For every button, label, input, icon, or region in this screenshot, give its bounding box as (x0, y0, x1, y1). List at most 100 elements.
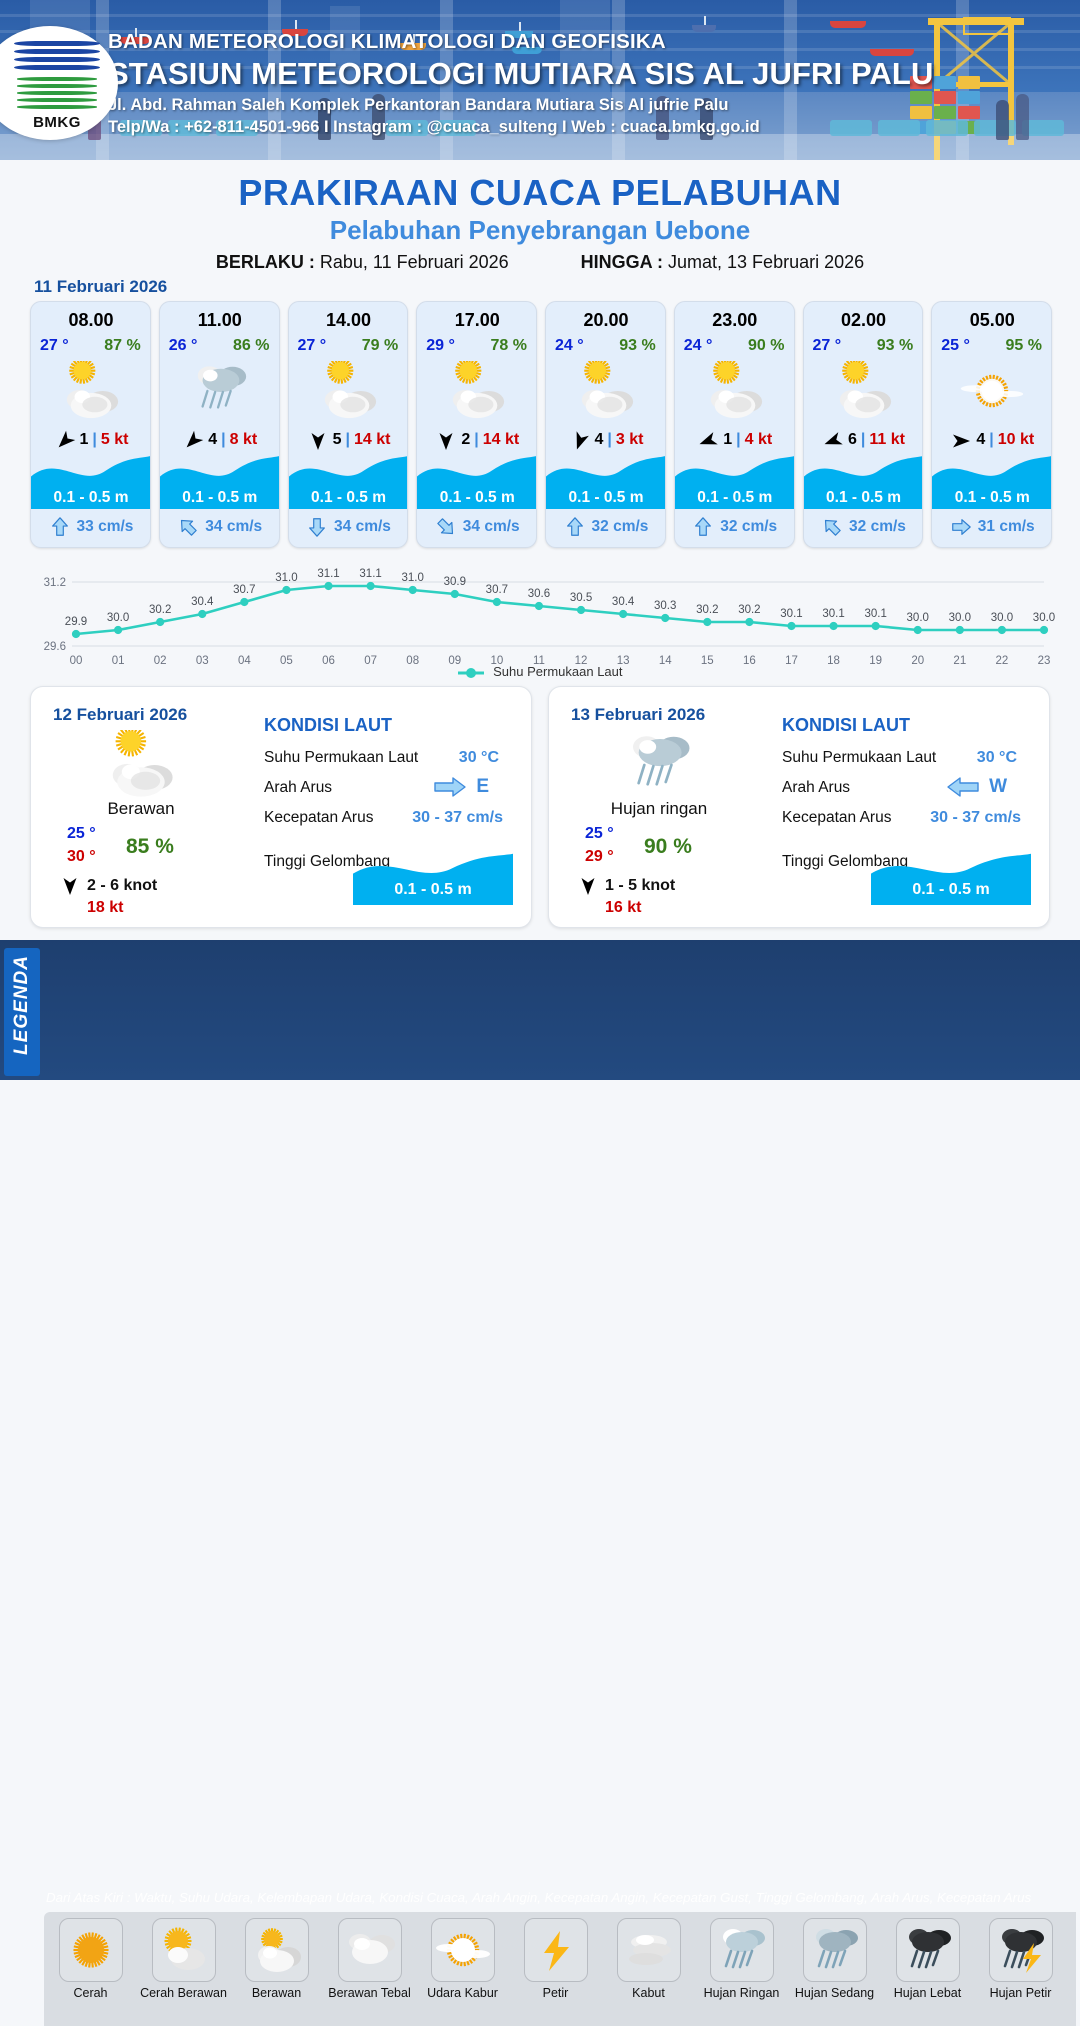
svg-text:30.0: 30.0 (991, 612, 1013, 624)
weather-condition-icon (546, 360, 665, 422)
card-current-speed: 32 cm/s (591, 518, 649, 535)
weather-condition-icon (675, 360, 794, 422)
card-current-row: 32 cm/s (675, 514, 794, 540)
weather-condition-icon (417, 360, 536, 422)
current-direction-icon (181, 519, 198, 536)
svg-text:11: 11 (533, 655, 545, 667)
card-current-row: 33 cm/s (31, 514, 150, 540)
page-header: BMKG BADAN METEOROLOGI KLIMATOLOGI DAN G… (0, 0, 1080, 160)
card-wind-speed: 6 (848, 431, 857, 448)
card-temperature: 29 ° (426, 337, 455, 354)
daily-forecast-panel: 13 Februari 2026 Hujan ringan 25 ° 29 ° … (548, 686, 1050, 928)
legend-item-label: Hujan Petir (989, 1986, 1052, 2000)
legend-sunny-cloudy-icon (151, 1918, 216, 1982)
sea-row-label: Arah Arus (782, 779, 851, 796)
wind-direction-icon (953, 434, 971, 448)
weather-condition-icon (604, 729, 714, 801)
card-time: 20.00 (583, 310, 629, 330)
forecast-card: 05.00 25 ° 95 % 4 | 10 kt 0.1 - 0.5 m 31… (931, 301, 1052, 548)
wave-height-icon (932, 456, 1052, 509)
legend-item-label: Hujan Lebat (893, 1986, 962, 2000)
current-direction-icon (947, 777, 979, 797)
legend-item: Hujan Ringan (695, 1918, 788, 2001)
wind-direction-icon (58, 430, 75, 448)
card-humidity: 79 % (361, 337, 399, 354)
card-time: 11.00 (197, 310, 242, 330)
svg-text:17: 17 (785, 655, 798, 667)
forecast-card: 23.00 24 ° 90 % 1 | 4 kt 0.1 - 0.5 m (673, 301, 795, 548)
bmkg-logo: BMKG (0, 26, 118, 140)
legend-item: Kabut (602, 1918, 695, 2001)
legend-item: Hujan Sedang (788, 1918, 881, 2001)
sea-row-value: 30 - 37 cm/s (930, 809, 1021, 826)
current-direction-icon (51, 517, 68, 536)
current-direction-icon (824, 519, 841, 536)
card-wind-speed: 4 (976, 431, 986, 448)
wind-direction-icon (63, 878, 77, 895)
card-current-row: 34 cm/s (289, 514, 408, 540)
legend-note: Dari Atas Kiri : Waktu, Suhu Udara, Kele… (46, 1890, 1032, 1905)
card-wave-height: 0.1 - 0.5 m (826, 489, 901, 506)
valid-to: HINGGA : Jumat, 13 Februari 2026 (581, 252, 864, 273)
svg-text:31.1: 31.1 (317, 568, 339, 580)
card-humidity: 78 % (490, 337, 527, 354)
card-temperature: 24 ° (555, 337, 584, 354)
chart-legend: Suhu Permukaan Laut (0, 664, 1080, 679)
panel-wind-range: 2 - 6 knot (87, 877, 158, 894)
card-gust-speed: 3 kt (615, 431, 644, 448)
weather-condition-icon (31, 360, 150, 422)
svg-text:30.0: 30.0 (907, 612, 929, 624)
card-wind-speed: 4 (594, 431, 604, 448)
card-gust-speed: 5 kt (100, 431, 129, 448)
current-direction-icon (566, 517, 583, 536)
current-direction-icon (951, 519, 971, 535)
logo-text: BMKG (33, 114, 81, 131)
svg-text:02: 02 (154, 655, 167, 667)
card-wind-row: 4 | 10 kt (932, 428, 1051, 452)
card-gust-speed: 11 kt (869, 431, 905, 448)
chart-legend-label: Suhu Permukaan Laut (493, 664, 623, 679)
card-current-row: 34 cm/s (417, 514, 536, 540)
card-wind-row: 4 | 8 kt (160, 428, 279, 452)
station-name: STASIUN METEOROLOGI MUTIARA SIS AL JUFRI… (108, 56, 934, 91)
card-wave-height: 0.1 - 0.5 m (954, 489, 1030, 506)
wind-direction-icon (576, 431, 589, 450)
card-gust-speed: 14 kt (353, 431, 391, 448)
legend-item-label: Berawan Tebal (328, 1986, 411, 2000)
weather-condition-icon (932, 360, 1051, 422)
svg-text:31.0: 31.0 (275, 572, 297, 584)
sea-row-value: 30 - 37 cm/s (412, 809, 503, 826)
card-wind-speed: 5 (332, 431, 342, 448)
card-wind-separator: | (736, 431, 741, 448)
current-direction-icon (309, 518, 325, 537)
wind-direction-icon (581, 878, 595, 895)
svg-text:30.0: 30.0 (1033, 612, 1055, 624)
card-temperature: 27 ° (812, 337, 842, 354)
svg-text:01: 01 (112, 655, 125, 667)
card-temperature: 25 ° (941, 337, 970, 354)
card-time: 14.00 (325, 310, 372, 330)
sea-row-value: W (946, 775, 1007, 799)
legenda-tab: LEGENDA (4, 948, 40, 1076)
sea-row-label: Suhu Permukaan Laut (264, 749, 419, 766)
station-address: Jl. Abd. Rahman Saleh Komplek Perkantora… (108, 96, 729, 114)
panel-temp-max: 29 ° (585, 848, 614, 865)
svg-text:16: 16 (743, 655, 756, 667)
card-wind-row: 4 | 3 kt (546, 428, 665, 452)
legend-item: Cerah Berawan (137, 1918, 230, 2001)
wave-height-icon (31, 456, 150, 509)
svg-text:09: 09 (448, 655, 461, 667)
card-current-speed: 34 cm/s (334, 518, 391, 535)
legend-sunny-icon (58, 1918, 123, 1982)
card-temperature: 24 ° (683, 337, 713, 354)
card-wind-separator: | (989, 431, 994, 448)
svg-text:30.7: 30.7 (486, 584, 508, 596)
svg-text:03: 03 (196, 655, 209, 667)
card-current-speed: 32 cm/s (849, 518, 906, 535)
panel-wind-range: 1 - 5 knot (605, 877, 676, 894)
current-direction-icon (695, 517, 712, 536)
sea-row-label: Suhu Permukaan Laut (782, 749, 937, 766)
card-wind-row: 2 | 14 kt (417, 428, 536, 452)
card-wave-height: 0.1 - 0.5 m (439, 489, 515, 506)
current-direction-icon (437, 518, 453, 535)
